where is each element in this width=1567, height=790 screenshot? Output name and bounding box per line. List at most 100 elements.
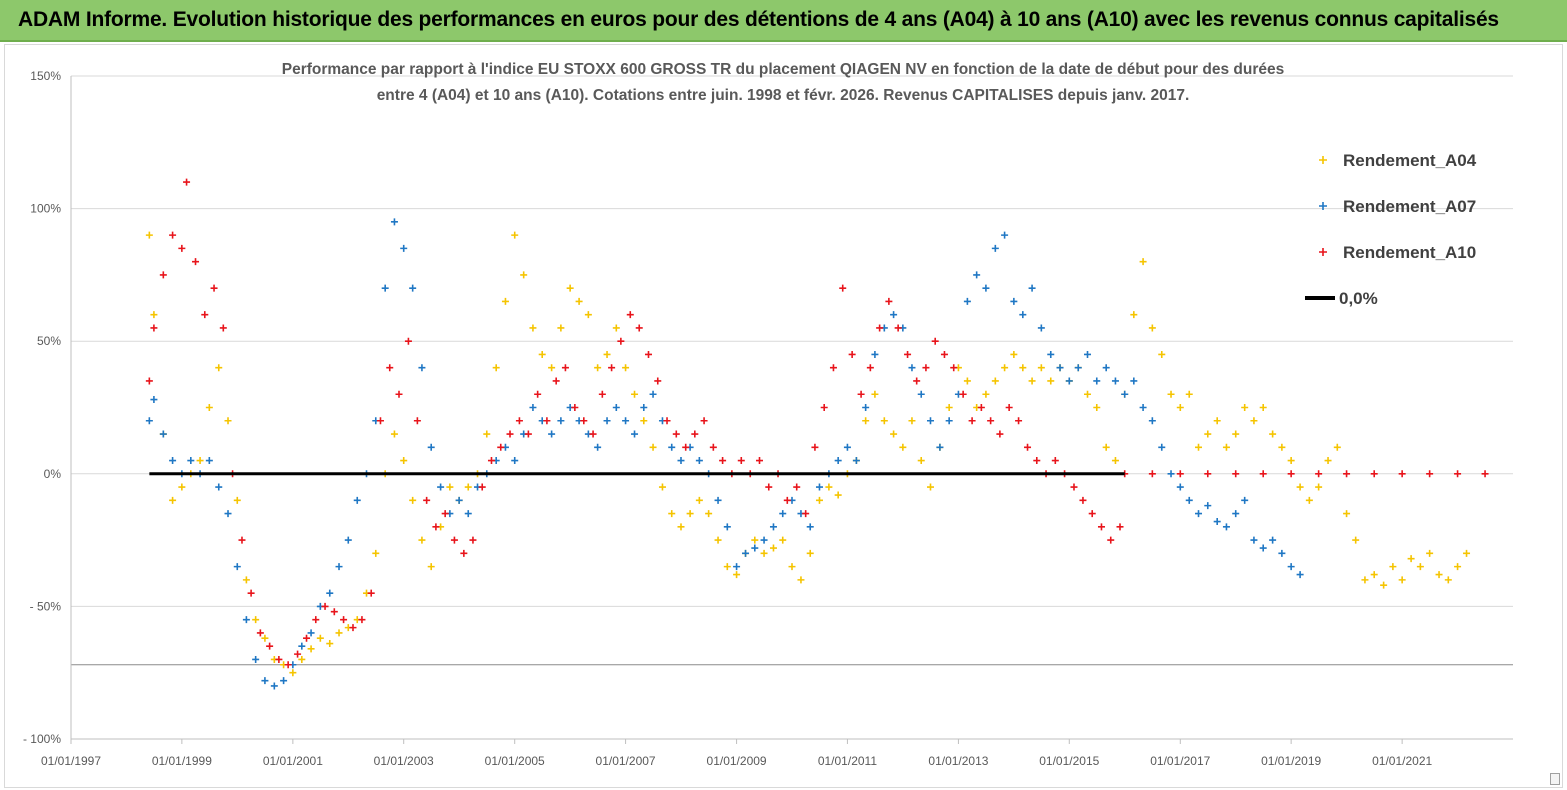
chart-area[interactable]: 150% 100% 50% 0% - 50% - 100% 01/01/1997 01/01/…	[4, 44, 1563, 788]
data-point	[427, 443, 435, 451]
data-point	[1047, 350, 1055, 358]
data-point	[885, 297, 893, 305]
data-point	[1296, 483, 1304, 491]
chart-title: Performance par rapport à l'indice EU ST…	[282, 61, 1285, 104]
data-point	[1352, 536, 1360, 544]
data-point	[529, 404, 537, 411]
series-Rendement_A10	[145, 178, 1489, 669]
data-point	[381, 284, 389, 292]
data-point	[275, 655, 283, 663]
title-banner: ADAM Informe. Evolution historique des p…	[0, 0, 1567, 42]
data-point	[654, 377, 662, 385]
data-point	[765, 483, 773, 491]
banner-title: ADAM Informe. Evolution historique des p…	[18, 8, 1499, 31]
data-point	[178, 244, 186, 252]
data-point	[635, 324, 643, 332]
data-point	[1001, 364, 1009, 372]
data-point	[298, 642, 306, 650]
data-point	[1241, 404, 1249, 411]
data-point	[1361, 576, 1369, 584]
data-point	[187, 457, 195, 465]
data-point	[557, 417, 565, 425]
data-point	[1139, 258, 1147, 266]
data-point	[1204, 470, 1212, 478]
data-point	[1481, 470, 1489, 478]
data-point	[622, 364, 630, 372]
data-point	[252, 655, 260, 663]
data-point	[1176, 404, 1184, 411]
data-point	[1380, 581, 1388, 589]
data-point	[723, 563, 731, 571]
data-point	[1102, 364, 1110, 372]
data-point	[1019, 364, 1027, 372]
data-point	[1028, 284, 1036, 292]
data-point	[1454, 470, 1462, 478]
data-point	[145, 377, 153, 385]
data-point	[178, 483, 186, 491]
data-point	[1315, 470, 1323, 478]
data-point	[584, 311, 592, 319]
data-point	[534, 390, 542, 398]
data-point	[376, 417, 384, 425]
data-point	[672, 430, 680, 438]
data-point	[899, 443, 907, 451]
data-point	[1463, 549, 1471, 557]
data-point	[441, 510, 449, 518]
data-point	[409, 284, 417, 292]
chart-title-line: Performance par rapport à l'indice EU ST…	[282, 61, 1285, 78]
data-point	[487, 457, 495, 465]
scatter-chart: 150% 100% 50% 0% - 50% - 100% 01/01/1997 01/01/…	[23, 61, 1513, 768]
data-point	[349, 624, 357, 632]
data-point	[862, 404, 870, 411]
data-point	[145, 417, 153, 425]
data-point	[1084, 350, 1092, 358]
data-point	[464, 510, 472, 518]
data-point	[294, 650, 302, 658]
data-point	[1416, 563, 1424, 571]
data-point	[145, 231, 153, 239]
data-point	[280, 677, 288, 685]
data-point	[367, 589, 375, 597]
data-point	[538, 350, 546, 358]
data-point	[150, 396, 158, 404]
data-point	[1158, 443, 1166, 451]
legend-swatch	[1319, 202, 1327, 210]
x-tick-label: 01/01/2005	[485, 754, 545, 768]
data-point	[520, 271, 528, 279]
data-point	[1093, 404, 1101, 411]
data-point	[760, 536, 768, 544]
data-point	[594, 443, 602, 451]
data-point	[1250, 417, 1258, 425]
data-point	[973, 271, 981, 279]
data-point	[1130, 377, 1138, 385]
data-point	[751, 544, 759, 552]
data-point	[1222, 523, 1230, 531]
data-point	[1204, 502, 1212, 510]
data-point	[340, 616, 348, 624]
data-point	[663, 417, 671, 425]
data-point	[982, 284, 990, 292]
data-point	[150, 311, 158, 319]
data-point	[839, 284, 847, 292]
data-point	[668, 443, 676, 451]
data-point	[963, 377, 971, 385]
data-point	[834, 491, 842, 499]
data-point	[1079, 496, 1087, 504]
data-point	[751, 536, 759, 544]
data-point	[649, 443, 657, 451]
data-point	[1001, 231, 1009, 239]
data-point	[668, 510, 676, 518]
data-point	[705, 510, 713, 518]
resize-handle[interactable]	[1550, 773, 1560, 785]
data-point	[312, 616, 320, 624]
data-point	[811, 443, 819, 451]
data-point	[640, 404, 648, 411]
data-point	[700, 417, 708, 425]
data-point	[714, 536, 722, 544]
data-point	[644, 350, 652, 358]
data-point	[423, 496, 431, 504]
data-point	[1047, 377, 1055, 385]
data-point	[511, 231, 519, 239]
data-point	[783, 496, 791, 504]
data-point	[991, 244, 999, 252]
